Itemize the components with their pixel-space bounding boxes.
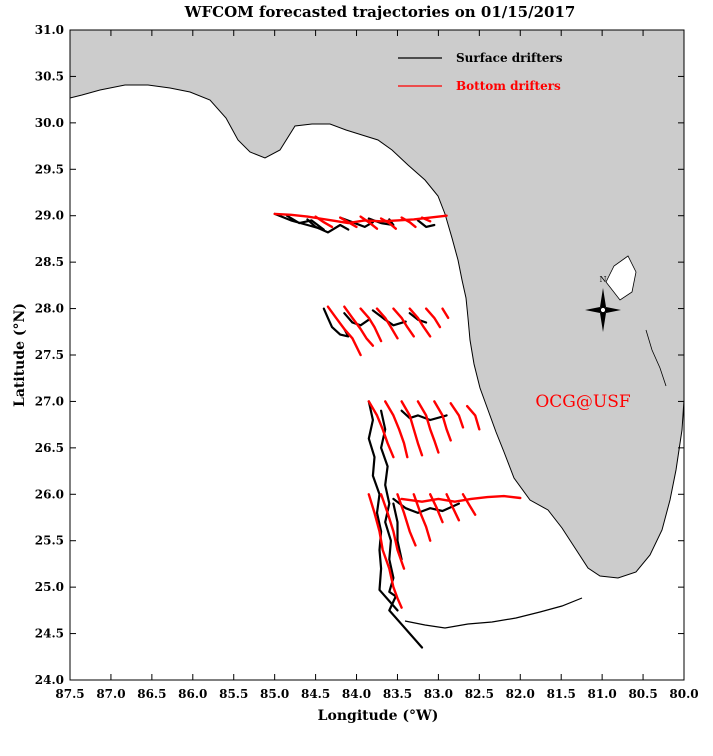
bottom-drifter-track xyxy=(343,305,375,347)
florida-landmass xyxy=(69,29,685,579)
x-axis-title: Longitude (°W) xyxy=(318,708,439,724)
surface-drifter-track xyxy=(380,409,424,649)
bottom-drifter-track xyxy=(416,400,440,454)
y-tick-label: 28.0 xyxy=(35,302,64,316)
x-tick-label: 85.5 xyxy=(219,687,248,701)
bottom-drifter-track xyxy=(326,305,362,357)
surface-drifter-track xyxy=(367,400,399,612)
bottom-drifter-track xyxy=(400,494,522,503)
bottom-drifter-track xyxy=(441,307,450,320)
bottom-drifter-track xyxy=(359,307,383,343)
y-tick-label: 30.5 xyxy=(35,69,64,83)
y-tick-label: 24.0 xyxy=(35,673,64,687)
bottom-drifter-track xyxy=(367,400,395,459)
bottom-drifter-track xyxy=(449,402,465,429)
surface-drifter-tracks xyxy=(273,212,460,649)
y-tick-label: 28.5 xyxy=(35,255,64,269)
y-tick-label: 24.5 xyxy=(35,627,64,641)
florida-keys xyxy=(404,597,583,629)
x-tick-label: 87.5 xyxy=(55,687,84,701)
bottom-drifter-track xyxy=(445,493,461,522)
x-tick-label: 84.5 xyxy=(301,687,330,701)
legend-bottom-label: Bottom drifters xyxy=(456,79,561,93)
bottom-drifter-track xyxy=(367,493,403,609)
bottom-drifter-track xyxy=(400,216,417,229)
bottom-drifter-tracks xyxy=(273,212,522,609)
lagoon-line xyxy=(645,329,667,387)
x-tick-label: 86.0 xyxy=(178,687,207,701)
x-tick-label: 82.0 xyxy=(506,687,535,701)
y-tick-label: 30.0 xyxy=(35,116,64,130)
x-tick-label: 86.5 xyxy=(137,687,166,701)
bottom-drifter-track xyxy=(359,215,379,230)
chart-title: WFCOM forecasted trajectories on 01/15/2… xyxy=(184,3,576,21)
bottom-drifter-track xyxy=(273,212,448,225)
bottom-drifter-track xyxy=(384,400,409,459)
y-tick-label: 27.0 xyxy=(35,394,64,408)
compass-rose-icon: N xyxy=(585,275,621,332)
bottom-drifter-track xyxy=(379,217,397,230)
bottom-drifter-track xyxy=(408,307,432,338)
surface-drifter-track xyxy=(416,219,436,228)
bottom-drifter-track xyxy=(412,493,432,542)
bottom-drifter-track xyxy=(465,404,481,431)
y-axis: 24.0 24.5 25.0 25.5 26.0 26.5 27.0 27.5 28.0 28.5… xyxy=(35,23,684,687)
x-tick-label: 83.5 xyxy=(383,687,412,701)
bottom-drifter-track xyxy=(314,215,334,229)
bottom-drifter-track xyxy=(400,400,424,457)
x-tick-label: 83.0 xyxy=(424,687,453,701)
x-tick-label: 81.5 xyxy=(547,687,576,701)
surface-drifter-track xyxy=(400,409,448,422)
y-tick-label: 27.5 xyxy=(35,348,64,362)
y-tick-label: 29.5 xyxy=(35,162,64,176)
y-tick-label: 31.0 xyxy=(35,23,64,37)
x-tick-label: 80.5 xyxy=(628,687,657,701)
x-tick-label: 80.0 xyxy=(669,687,698,701)
y-tick-label: 29.0 xyxy=(35,209,64,223)
bottom-drifter-track xyxy=(461,493,477,516)
x-tick-label: 87.0 xyxy=(96,687,125,701)
y-tick-label: 26.5 xyxy=(35,441,64,455)
legend-surface-label: Surface drifters xyxy=(456,51,563,65)
x-tick-label: 85.0 xyxy=(260,687,289,701)
x-tick-label: 81.0 xyxy=(588,687,617,701)
bottom-drifter-track xyxy=(396,493,417,547)
legend: Surface drifters Bottom drifters xyxy=(398,51,563,93)
land-mass xyxy=(69,29,685,629)
x-tick-label: 82.5 xyxy=(465,687,494,701)
inland-lake xyxy=(605,255,637,301)
y-tick-label: 25.0 xyxy=(35,580,64,594)
bottom-drifter-track xyxy=(379,493,406,570)
surface-drifter-track xyxy=(392,502,403,561)
compass-n-label: N xyxy=(600,275,607,284)
bottom-drifter-track xyxy=(339,216,358,229)
surface-drifter-track xyxy=(392,497,460,515)
x-tick-label: 84.0 xyxy=(342,687,371,701)
y-tick-label: 25.5 xyxy=(35,534,64,548)
x-axis: 87.5 87.0 86.5 86.0 85.5 85.0 84.5 84.0 83.5 83.0… xyxy=(55,30,699,701)
bottom-drifter-track xyxy=(433,400,452,442)
y-axis-title: Latitude (°N) xyxy=(12,303,28,407)
bottom-drifter-track xyxy=(420,216,432,223)
surface-drifter-track xyxy=(322,307,350,338)
credit-label: OCG@USF xyxy=(535,392,630,412)
bottom-drifter-track xyxy=(424,307,442,329)
y-tick-label: 26.0 xyxy=(35,487,64,501)
bottom-drifter-track xyxy=(392,307,415,338)
bottom-drifter-track xyxy=(375,307,399,340)
surface-drifter-track xyxy=(306,218,350,234)
